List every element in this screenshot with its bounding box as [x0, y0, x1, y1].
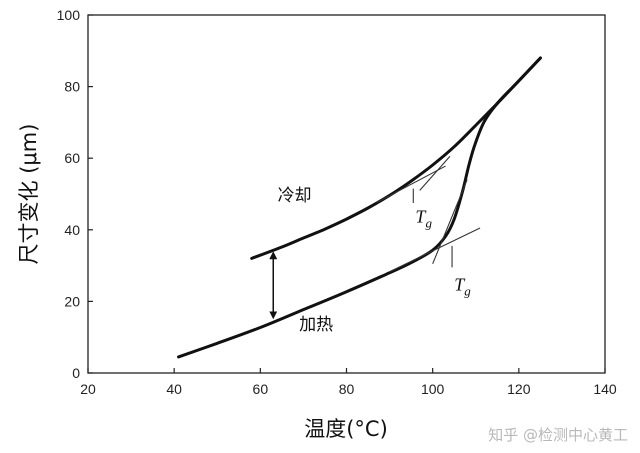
heating-curve	[177, 56, 542, 359]
x-tick-label: 140	[593, 381, 617, 397]
tg-label-cooling: Tg	[415, 207, 432, 231]
plot-frame	[87, 14, 606, 374]
tangent-line	[432, 179, 468, 265]
x-tick-label: 20	[80, 381, 96, 397]
x-tick-label: 40	[166, 381, 182, 397]
y-tick-label: 20	[64, 293, 80, 309]
tangent-line	[419, 156, 451, 191]
annotation-heating: 加热	[299, 315, 333, 335]
tg-subscript: g	[425, 216, 432, 231]
cooling-curve	[250, 56, 542, 260]
y-tick-label: 40	[64, 222, 80, 238]
tangent-line	[389, 227, 481, 273]
x-tick-label: 80	[339, 381, 355, 397]
y-tick-label: 100	[57, 7, 81, 23]
series-group	[177, 56, 542, 359]
tg-label-heating: Tg	[454, 275, 471, 299]
y-tick-label: 80	[64, 79, 80, 95]
tangent-line	[376, 165, 446, 204]
x-tick-label: 100	[421, 381, 445, 397]
tg-subscript: g	[464, 284, 471, 299]
x-tick-label: 120	[507, 381, 531, 397]
y-axis-label: 尺寸变化 (μm)	[17, 124, 41, 265]
tg-symbol: T	[415, 207, 427, 227]
y-tick-label: 0	[72, 365, 80, 381]
annotation-cooling: 冷却	[278, 186, 312, 206]
watermark: 知乎 @检测中心黄工	[488, 426, 628, 444]
x-tick-label: 60	[253, 381, 269, 397]
tg-symbol: T	[454, 275, 466, 295]
y-tick-label: 60	[64, 150, 80, 166]
tangent-lines	[376, 156, 481, 273]
x-axis-label: 温度(°C)	[304, 417, 388, 441]
